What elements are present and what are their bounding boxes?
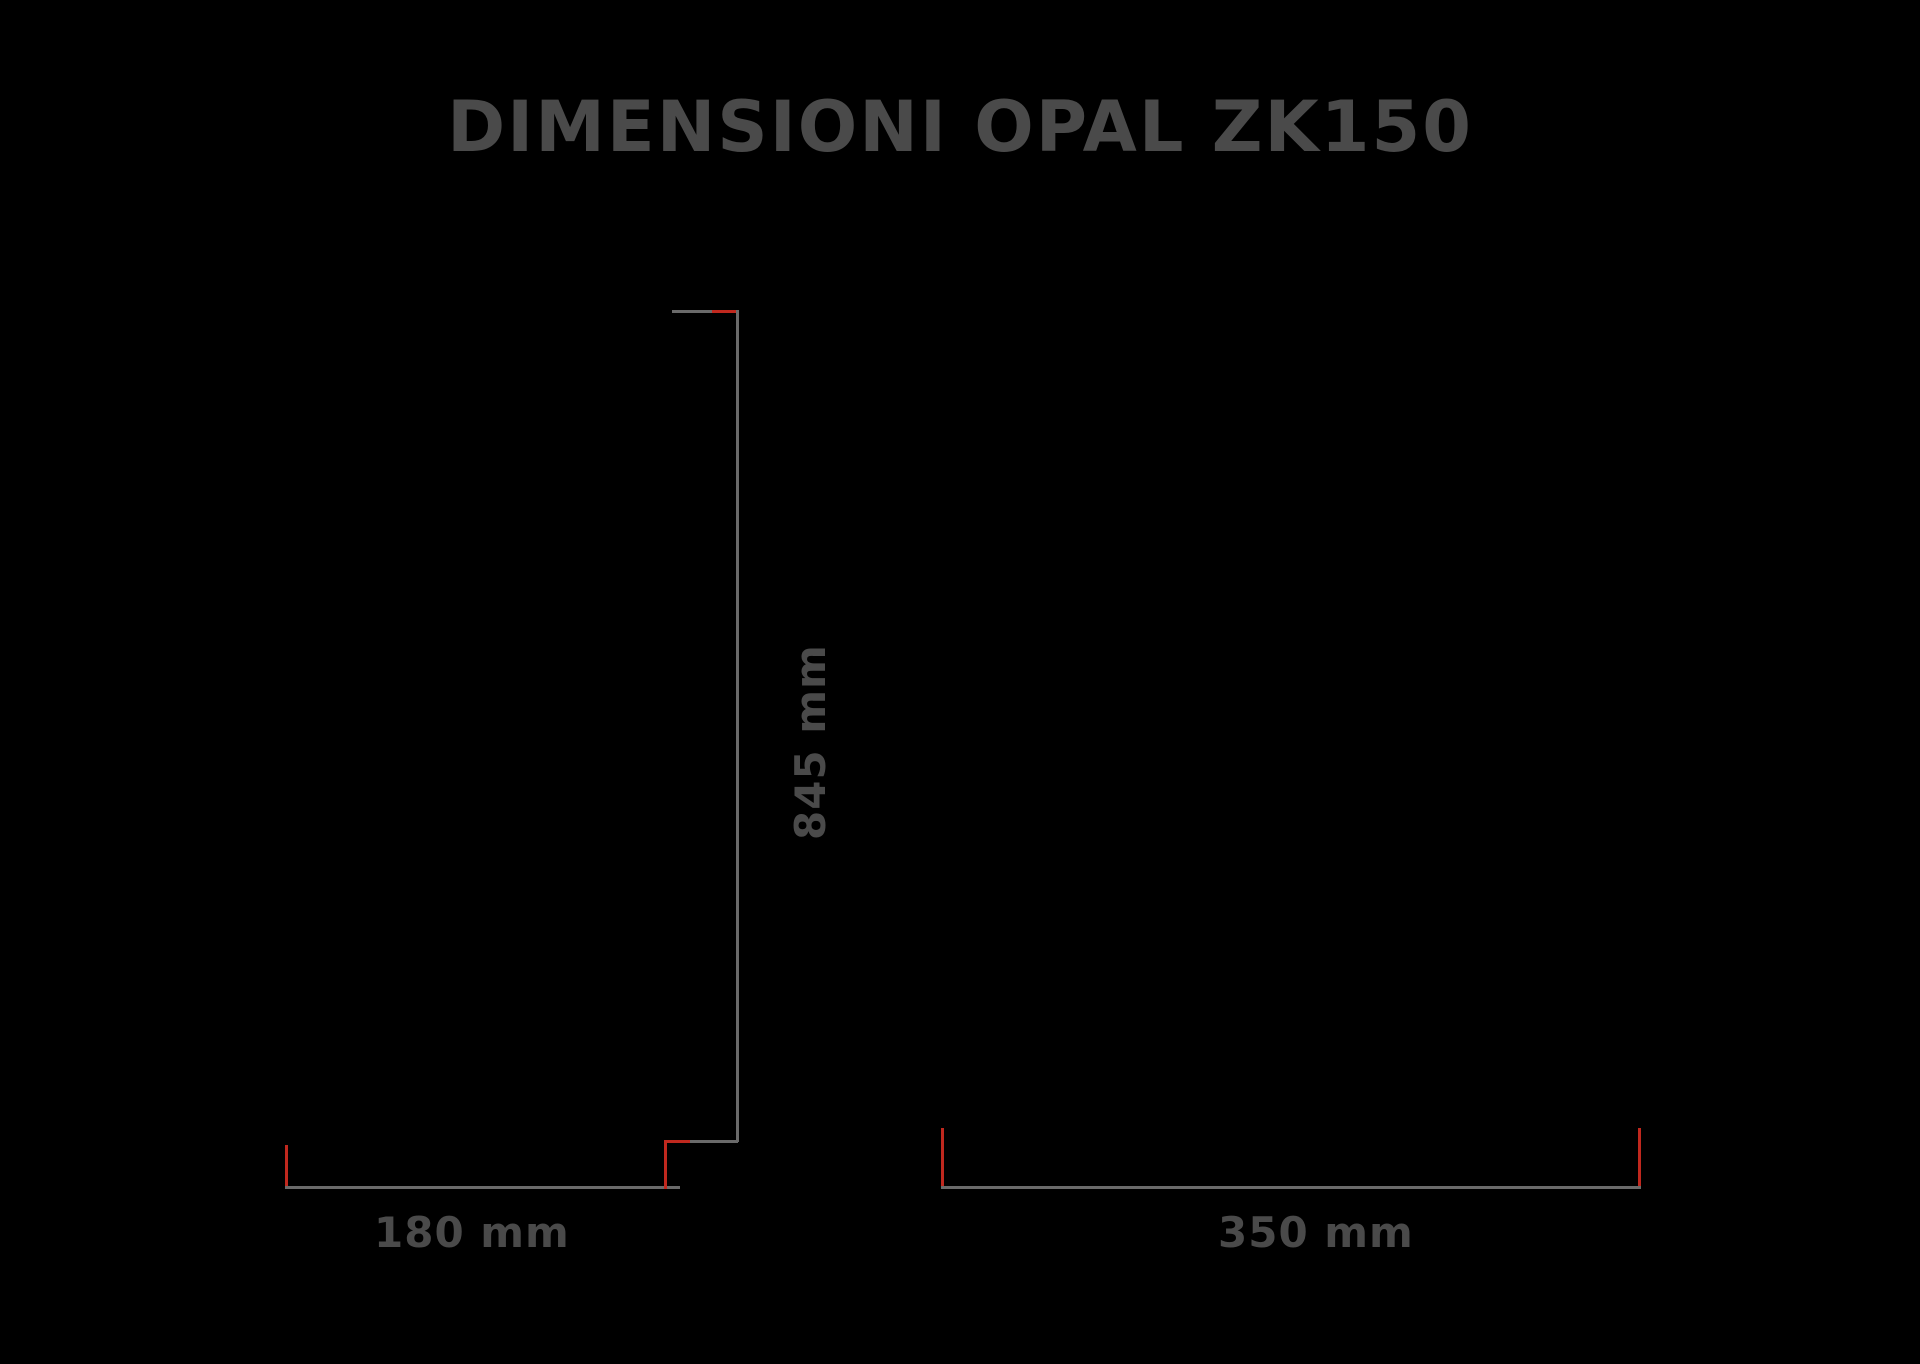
- right-width-start-tick: [941, 1128, 944, 1186]
- left-width-dimension-label: 180 mm: [374, 1208, 570, 1257]
- height-bottom-leader-tick: [664, 1140, 690, 1143]
- height-dimension-label: 845 mm: [786, 644, 835, 840]
- right-width-dimension-label: 350 mm: [1218, 1208, 1414, 1257]
- height-bottom-leader-line: [672, 1140, 738, 1143]
- left-width-start-tick: [285, 1145, 288, 1189]
- left-width-dimension-line: [285, 1186, 680, 1189]
- height-top-leader-tick: [712, 310, 738, 313]
- page-title: DIMENSIONI OPAL ZK150: [447, 86, 1473, 168]
- height-top-leader-line: [672, 310, 730, 313]
- height-dimension-line: [736, 310, 739, 1142]
- right-width-dimension-line: [941, 1186, 1641, 1189]
- right-width-end-tick: [1638, 1128, 1641, 1186]
- left-width-end-tick: [664, 1145, 667, 1189]
